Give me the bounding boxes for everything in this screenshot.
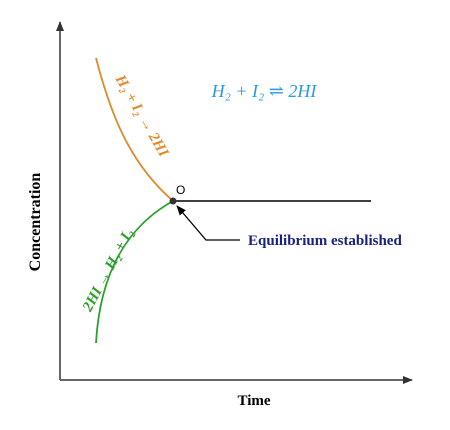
equilibrium-point — [169, 197, 177, 205]
reverse-curve — [95, 200, 174, 344]
reverse-label: 2HI → H₂ + I₂ — [79, 226, 137, 315]
point-label: O — [176, 183, 185, 197]
forward-curve — [95, 57, 174, 202]
x-axis-label: Time — [237, 393, 270, 409]
annotation: Equilibrium established — [248, 233, 402, 249]
annotation-arrow — [176, 205, 240, 241]
forward-label: H₂ + I₂ → 2HI — [111, 71, 172, 160]
equation: H₂ + I₂ ⇌ 2HI — [211, 81, 318, 101]
y-axis-label: Concentration — [27, 173, 44, 272]
